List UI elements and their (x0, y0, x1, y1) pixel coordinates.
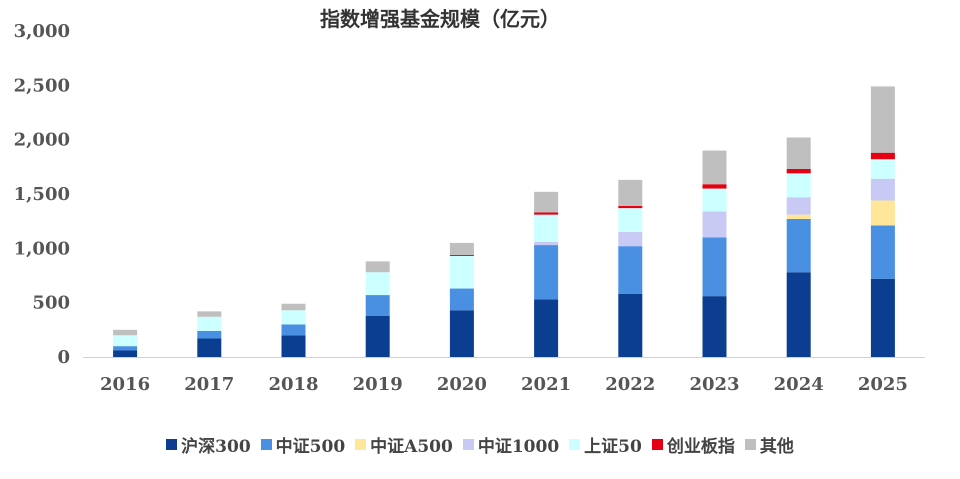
bar-2022-series-5 (618, 205, 643, 209)
bar-2023-series-4 (702, 188, 727, 212)
y-tick-label: 0 (57, 347, 70, 368)
bar-2018-series-1 (281, 324, 306, 336)
bar-2024-series-1 (786, 218, 811, 273)
legend-swatch (260, 439, 272, 450)
legend-swatch (569, 439, 581, 450)
legend: 沪深300 中证500 中证A500 中证1000 上证50 创业板指 其他 (0, 432, 960, 457)
bar-2025-series-4 (870, 159, 895, 179)
y-tick-label: 2,500 (14, 75, 70, 96)
bar-2024-series-6 (786, 137, 811, 170)
chart: 指数增强基金规模（亿元） 0 500 1,000 1,500 2,000 2,500 3,0… (14, 7, 925, 395)
bar-2019-series-0 (365, 315, 390, 357)
x-axis: 2016 2017 2018 2019 2020 2021 2022 2023 2024 2025 (100, 374, 908, 395)
bar-2016-series-6 (113, 329, 138, 336)
bar-2020-series-0 (449, 310, 474, 357)
legend-swatch (744, 439, 756, 450)
bar-2025-series-5 (870, 152, 895, 160)
bar-2024-series-3 (786, 197, 811, 215)
legend-swatch (166, 439, 178, 450)
bar-2023-series-3 (702, 211, 727, 238)
bar-2018-series-4 (281, 310, 306, 325)
bar-2016-series-4 (113, 335, 138, 347)
bar-2024-series-4 (786, 173, 811, 198)
y-tick-label: 1,000 (14, 238, 70, 259)
x-tick-label: 2016 (100, 374, 150, 395)
bar-2020-series-6 (449, 242, 474, 255)
y-tick-label: 500 (32, 293, 70, 314)
chart-title: 指数增强基金规模（亿元） (320, 7, 560, 31)
bar-2023-series-6 (702, 150, 727, 185)
legend-item: 其他 (744, 432, 794, 457)
x-tick-label: 2019 (353, 374, 403, 395)
legend-swatch (462, 439, 474, 450)
legend-label: 中证500 (275, 437, 346, 457)
bar-2017-series-6 (197, 311, 222, 317)
legend-swatch (355, 439, 367, 450)
bar-2025-series-2 (870, 200, 895, 226)
x-tick-label: 2018 (268, 374, 318, 395)
legend-item: 中证1000 (462, 432, 560, 457)
bar-2022-series-1 (618, 246, 643, 294)
legend-swatch (651, 439, 663, 450)
legend-label: 中证1000 (477, 437, 560, 457)
bar-2018-series-6 (281, 303, 306, 311)
y-tick-label: 3,000 (14, 21, 70, 42)
legend-item: 中证500 (260, 432, 346, 457)
bar-2020-series-4 (449, 255, 474, 289)
bar-2019-series-4 (365, 272, 390, 296)
x-tick-label: 2025 (858, 374, 908, 395)
bar-2024-series-0 (786, 272, 811, 357)
legend-item: 创业板指 (651, 432, 735, 457)
bar-2017-series-1 (197, 330, 222, 339)
bar-2020-series-1 (449, 288, 474, 311)
x-tick-label: 2023 (689, 374, 739, 395)
bar-2022-series-6 (618, 179, 643, 206)
legend-label: 中证A500 (370, 437, 453, 457)
bar-2025-series-0 (870, 278, 895, 357)
x-tick-label: 2022 (605, 374, 655, 395)
bar-2022-series-0 (618, 293, 643, 357)
bar-2022-series-3 (618, 232, 643, 247)
bar-2023-series-0 (702, 296, 727, 357)
bar-2022-series-4 (618, 208, 643, 233)
legend-item: 中证A500 (355, 432, 453, 457)
bar-2021-series-1 (534, 245, 559, 300)
bar-2019-series-6 (365, 261, 390, 273)
bar-2021-series-0 (534, 299, 559, 357)
bars (113, 86, 895, 357)
bar-2018-series-0 (281, 335, 306, 357)
bar-2021-series-4 (534, 214, 559, 242)
bar-2023-series-5 (702, 184, 727, 189)
bar-2025-series-6 (870, 86, 895, 153)
bar-2017-series-0 (197, 338, 222, 357)
bar-2021-series-5 (534, 212, 559, 215)
y-axis: 0 500 1,000 1,500 2,000 2,500 3,000 (14, 21, 70, 368)
bar-2024-series-5 (786, 169, 811, 174)
legend-item: 沪深300 (166, 432, 251, 457)
x-tick-label: 2017 (184, 374, 234, 395)
bar-2025-series-1 (870, 225, 895, 279)
bar-2024-series-2 (786, 214, 811, 219)
legend-item: 上证50 (569, 432, 642, 457)
bar-2019-series-1 (365, 295, 390, 316)
x-tick-label: 2024 (774, 374, 824, 395)
bar-2021-series-3 (534, 241, 559, 246)
legend-label: 创业板指 (666, 437, 735, 457)
legend-label: 其他 (759, 437, 794, 457)
bar-2023-series-1 (702, 237, 727, 297)
x-tick-label: 2021 (521, 374, 571, 395)
bar-2025-series-3 (870, 178, 895, 201)
bar-2017-series-4 (197, 316, 222, 331)
y-tick-label: 1,500 (14, 184, 70, 205)
legend-label: 上证50 (584, 437, 642, 457)
bar-2016-series-0 (113, 350, 138, 357)
bar-2021-series-6 (534, 191, 559, 213)
legend-label: 沪深300 (181, 437, 251, 457)
x-tick-label: 2020 (437, 374, 487, 395)
y-tick-label: 2,000 (14, 130, 70, 151)
bar-2020-series-5 (449, 254, 474, 256)
bar-2016-series-1 (113, 346, 138, 351)
